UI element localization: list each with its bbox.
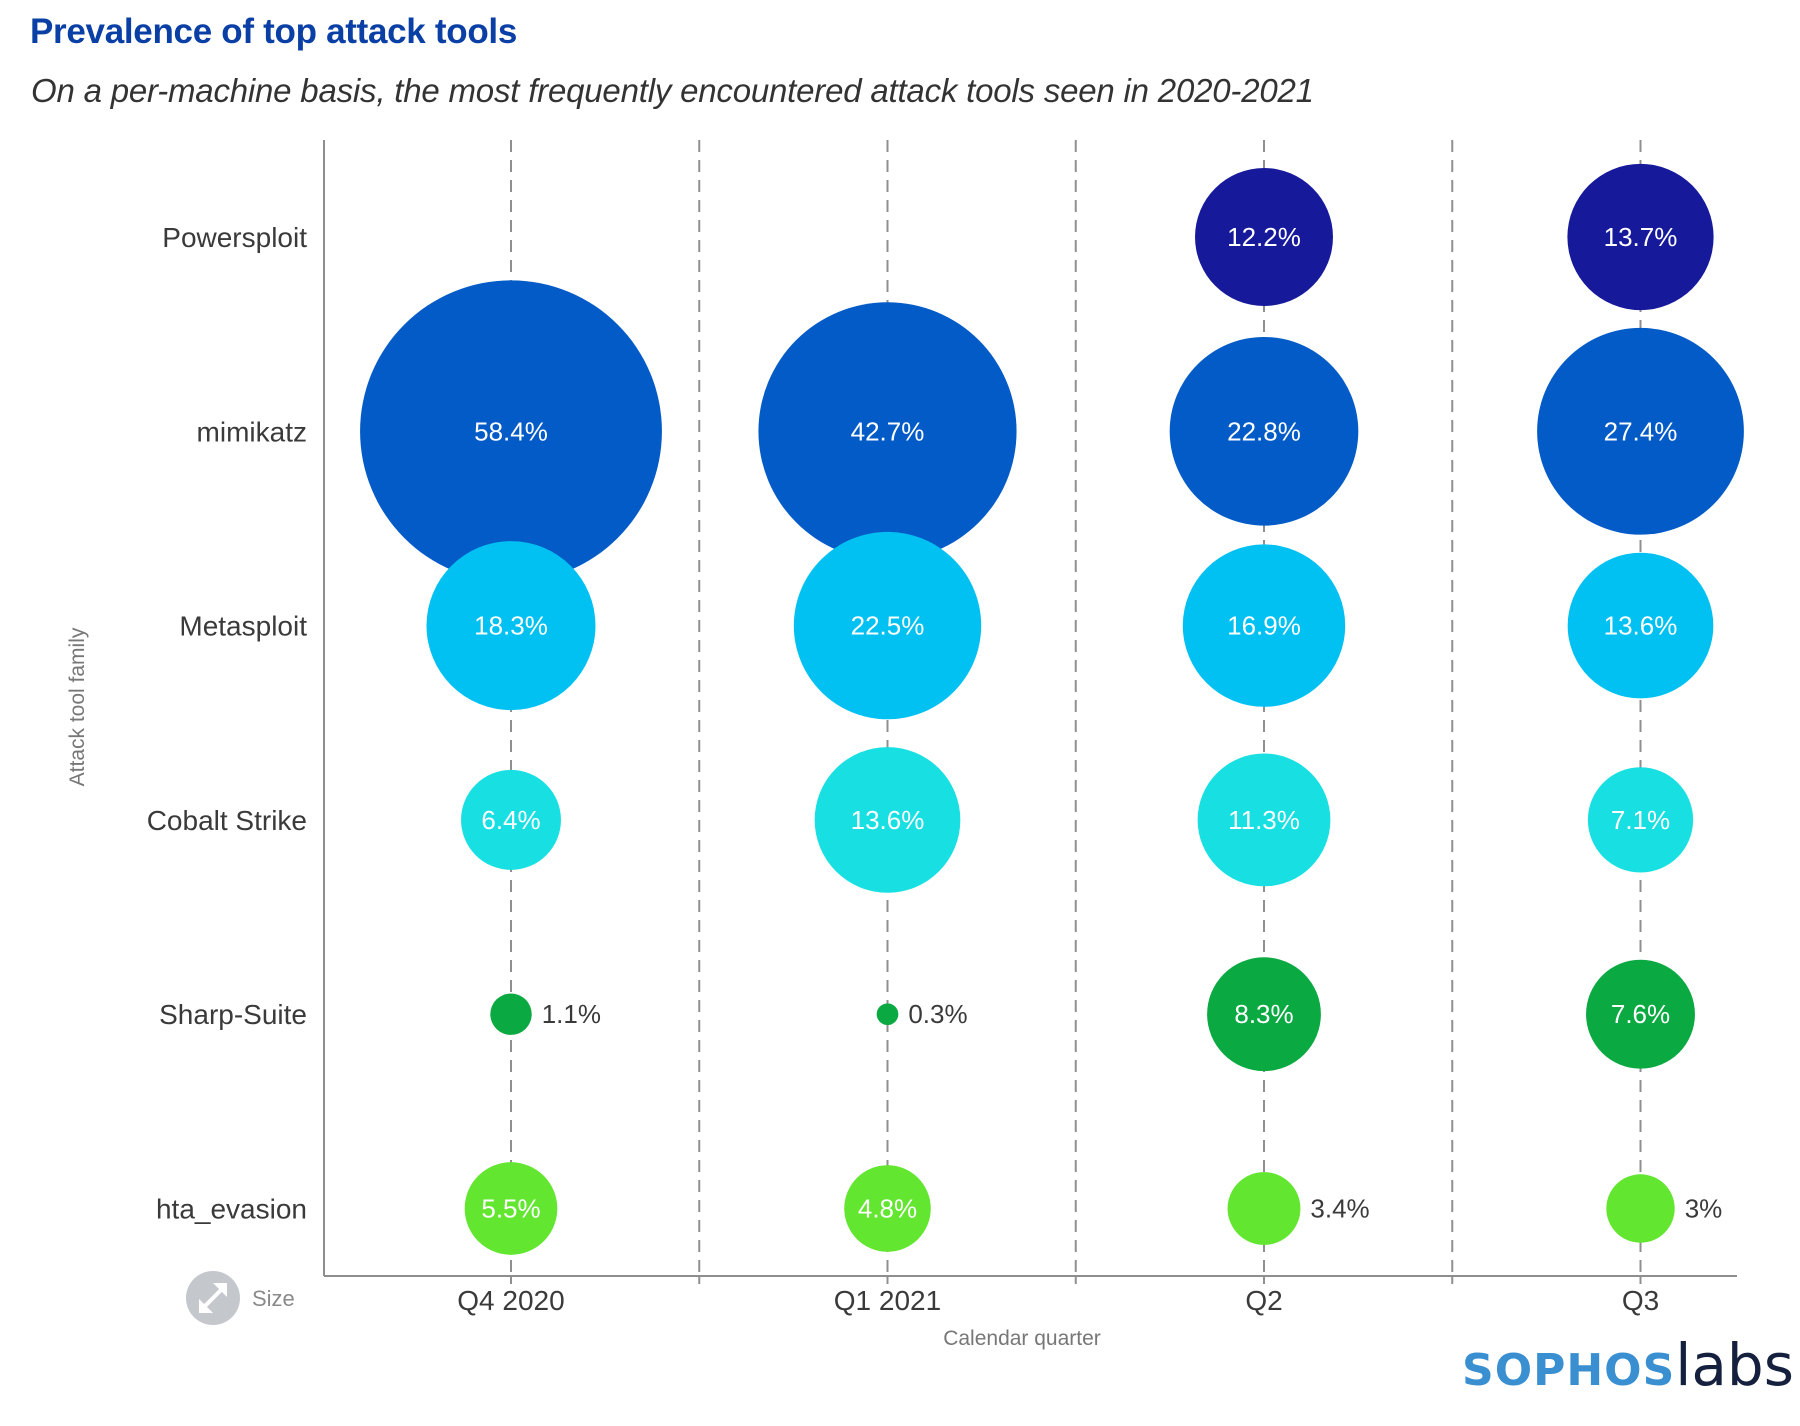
bubble-value-label: 3%: [1685, 1194, 1723, 1224]
bubble-value-label: 18.3%: [474, 611, 548, 641]
bubble-hta-evasion: [464, 1162, 558, 1255]
bubble-hta-evasion: [1227, 1172, 1301, 1245]
size-legend-label: Size: [252, 1286, 295, 1311]
y-tick-label: Metasploit: [179, 611, 307, 642]
y-tick-label: Sharp-Suite: [159, 999, 307, 1030]
bubble-value-label: 3.4%: [1310, 1194, 1369, 1224]
bubble-value-label: 7.6%: [1611, 999, 1670, 1029]
bubble-cobalt-strike: [814, 747, 961, 893]
bubble-value-label: 8.3%: [1234, 999, 1293, 1029]
bubble-powersploit: [1195, 168, 1333, 306]
y-axis-title: Attack tool family: [66, 627, 89, 786]
bubble-cobalt-strike: [1197, 753, 1331, 887]
bubble-mimikatz: [1537, 327, 1744, 535]
chart-title: Prevalence of top attack tools: [30, 12, 517, 51]
bubble-sharp-suite: [876, 1003, 899, 1026]
bubble-hta-evasion: [844, 1165, 931, 1252]
x-tick-label: Q2: [1245, 1285, 1282, 1316]
grid-lines: [510, 140, 1642, 1284]
bubbles: [360, 163, 1744, 1255]
bubble-mimikatz: [360, 280, 662, 583]
bubble-value-label: 27.4%: [1604, 416, 1678, 446]
bubble-metasploit: [793, 531, 982, 720]
bubble-value-label: 1.1%: [542, 999, 601, 1029]
bubble-value-label: 0.3%: [908, 999, 967, 1029]
bubble-metasploit: [1567, 552, 1714, 699]
bubble-value-label: 7.1%: [1611, 805, 1670, 835]
bubble-value-label: 6.4%: [481, 805, 540, 835]
y-tick-label: mimikatz: [197, 416, 307, 447]
y-tick-label: Cobalt Strike: [147, 805, 307, 836]
bubble-metasploit: [1182, 544, 1346, 707]
chart-subtitle: On a per-machine basis, the most frequen…: [31, 72, 1314, 109]
bubble-value-label: 5.5%: [481, 1194, 540, 1224]
bubble-sharp-suite: [1207, 957, 1321, 1072]
bubble-value-label: 12.2%: [1227, 222, 1301, 252]
x-tick-label: Q4 2020: [457, 1285, 564, 1316]
x-axis-title: Calendar quarter: [943, 1327, 1101, 1350]
axes: [323, 140, 1737, 1277]
y-tick-label: hta_evasion: [156, 1194, 307, 1225]
bubble-value-label: 22.8%: [1227, 416, 1301, 446]
size-legend: Size: [186, 1271, 295, 1325]
logo-suffix: labs: [1675, 1331, 1794, 1399]
bubble-value-label: 58.4%: [474, 416, 548, 446]
bubble-metasploit: [426, 541, 596, 711]
x-tick-labels: Q4 2020 Q1 2021 Q2 Q3: [457, 1285, 1659, 1316]
bubble-mimikatz: [758, 302, 1017, 561]
bubble-mimikatz: [1169, 336, 1359, 526]
bubble-labels: 12.2% 13.7% 58.4% 42.7% 22.8% 27.4% 18.3% 22.5%…: [474, 222, 1722, 1224]
bubble-sharp-suite: [1586, 959, 1695, 1069]
x-tick-label: Q3: [1622, 1285, 1659, 1316]
y-tick-label: Powersploit: [162, 222, 307, 253]
bubble-value-label: 16.9%: [1227, 611, 1301, 641]
bubble-powersploit: [1567, 163, 1714, 311]
bubble-value-label: 13.6%: [1604, 611, 1678, 641]
bubble-value-label: 42.7%: [851, 416, 925, 446]
sophoslabs-logo: SOPHOSlabs: [1462, 1336, 1794, 1394]
bubble-sharp-suite: [490, 993, 532, 1035]
x-tick-label: Q1 2021: [834, 1285, 941, 1316]
bubble-cobalt-strike: [461, 769, 561, 870]
bubble-hta-evasion: [1606, 1174, 1675, 1243]
resize-arrows-icon: [199, 1283, 227, 1313]
bubble-value-label: 13.7%: [1604, 222, 1678, 252]
bubble-value-label: 22.5%: [851, 611, 925, 641]
y-tick-labels: Powersploit mimikatz Metasploit Cobalt Stri…: [147, 222, 308, 1225]
bubble-value-label: 13.6%: [851, 805, 925, 835]
bubble-value-label: 11.3%: [1228, 805, 1300, 835]
logo-brand: SOPHOS: [1462, 1345, 1676, 1396]
bubble-cobalt-strike: [1587, 767, 1694, 873]
bubble-value-label: 4.8%: [858, 1194, 917, 1224]
